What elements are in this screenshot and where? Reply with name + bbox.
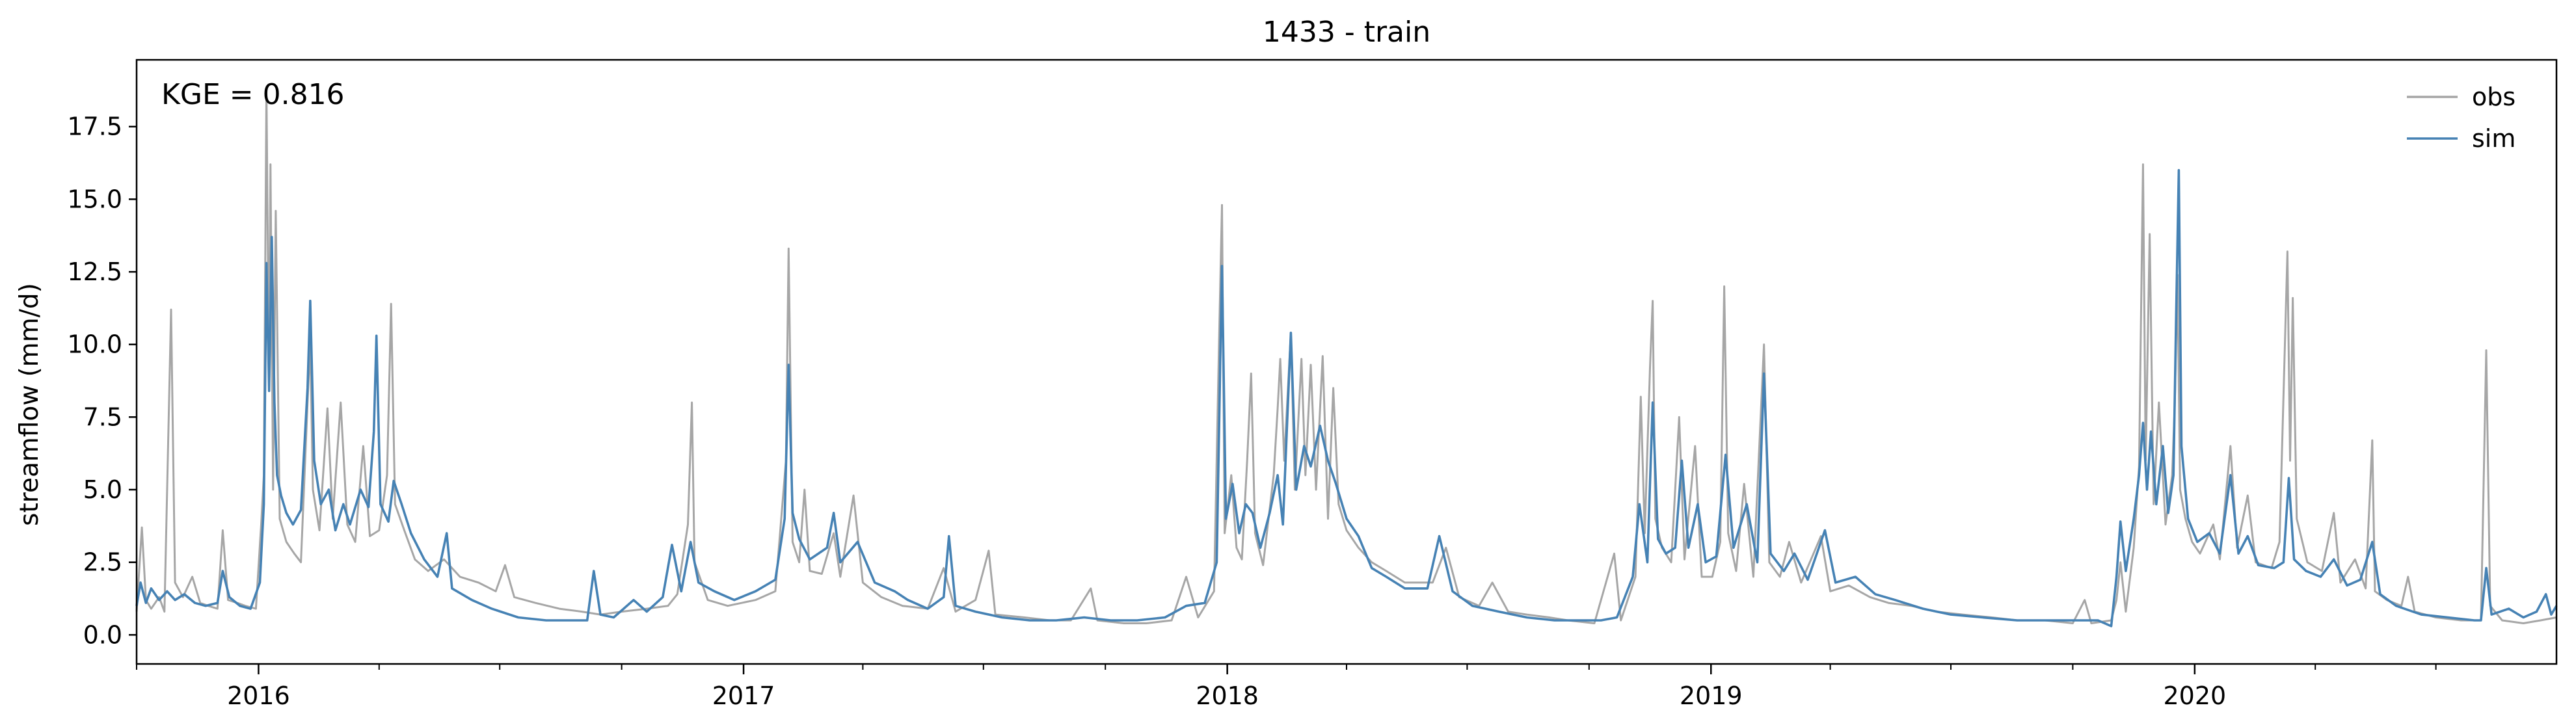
y-tick-label: 17.5 (67, 112, 122, 141)
x-tick-label: 2020 (2163, 681, 2226, 710)
y-tick-label: 10.0 (67, 330, 122, 359)
kge-annotation: KGE = 0.816 (161, 78, 345, 111)
x-tick-label: 2017 (712, 681, 775, 710)
y-tick-label: 7.5 (83, 403, 122, 431)
legend-label-obs: obs (2472, 83, 2516, 111)
y-tick-label: 0.0 (83, 620, 122, 649)
y-tick-label: 12.5 (67, 258, 122, 286)
y-tick-label: 2.5 (83, 548, 122, 577)
y-axis-label: streamflow (mm/d) (15, 283, 44, 526)
x-tick-label: 2018 (1196, 681, 1259, 710)
y-tick-label: 15.0 (67, 185, 122, 213)
legend-label-sim: sim (2472, 124, 2516, 153)
chart-title: 1433 - train (1263, 16, 1430, 49)
x-tick-label: 2019 (1680, 681, 1743, 710)
y-tick-label: 5.0 (83, 475, 122, 504)
x-tick-label: 2016 (227, 681, 290, 710)
